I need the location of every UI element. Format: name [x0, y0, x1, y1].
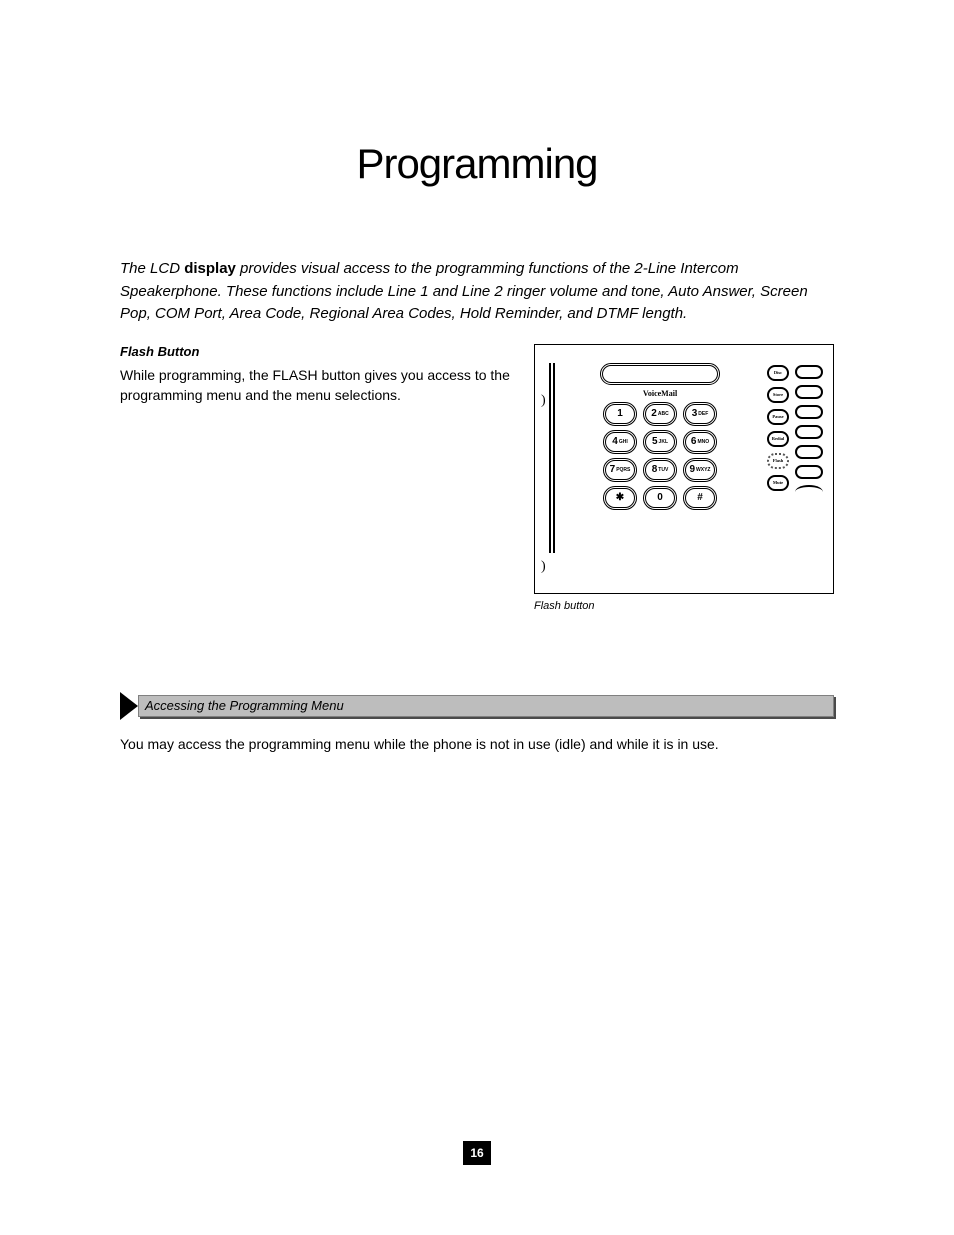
phone-display — [600, 363, 720, 385]
memory-pill — [795, 445, 823, 459]
intro-paragraph: The LCD display provides visual access t… — [120, 258, 834, 326]
keypad-key-6: 6MNO — [683, 430, 717, 454]
memory-pill — [795, 465, 823, 479]
page-number: 16 — [463, 1141, 491, 1165]
keypad-key-4: 4GHI — [603, 430, 637, 454]
side-button-disc: Disc — [767, 365, 789, 381]
keypad-key-2: 2ABC — [643, 402, 677, 426]
intro-text-a: The LCD — [120, 260, 184, 277]
keypad-key-#: # — [683, 486, 717, 510]
voicemail-label: VoiceMail — [643, 389, 677, 398]
keypad-key-5: 5JKL — [643, 430, 677, 454]
section-bar-triangle-icon — [120, 692, 138, 720]
handset-bar — [549, 363, 555, 553]
keypad-key-9: 9WXYZ — [683, 458, 717, 482]
keypad-key-7: 7PQRS — [603, 458, 637, 482]
section-bar: Accessing the Programming Menu — [138, 695, 834, 717]
keypad-key-✱: ✱ — [603, 486, 637, 510]
keypad-key-0: 0 — [643, 486, 677, 510]
handset-curve-bottom: ) — [541, 409, 549, 575]
keypad-key-1: 1 — [603, 402, 637, 426]
memory-pill — [795, 405, 823, 419]
memory-pill — [795, 425, 823, 439]
flash-heading: Flash Button — [120, 344, 510, 359]
side-button-store: Store — [767, 387, 789, 403]
intro-term: display — [184, 260, 236, 277]
keypad-figure: ) ) VoiceMail 12ABC3DEF 4GHI5JKL6MNO 7PQRS… — [534, 344, 834, 594]
figure-caption: Flash button — [534, 600, 834, 612]
after-bar-paragraph: You may access the programming menu whil… — [120, 734, 834, 754]
side-button-mute: Mute — [767, 475, 789, 491]
page-title: Programming — [120, 140, 834, 188]
right-pill-column — [795, 363, 823, 495]
handset-curve-top: ) — [541, 363, 549, 409]
side-button-column: Disc Store Pause Redial Flash Mute — [767, 363, 789, 491]
keypad-key-8: 8TUV — [643, 458, 677, 482]
keypad-key-3: 3DEF — [683, 402, 717, 426]
memory-pill — [795, 485, 823, 495]
memory-pill — [795, 385, 823, 399]
side-button-redial: Redial — [767, 431, 789, 447]
side-button-flash: Flash — [767, 453, 789, 469]
side-button-pause: Pause — [767, 409, 789, 425]
flash-paragraph: While programming, the FLASH button give… — [120, 365, 510, 406]
memory-pill — [795, 365, 823, 379]
